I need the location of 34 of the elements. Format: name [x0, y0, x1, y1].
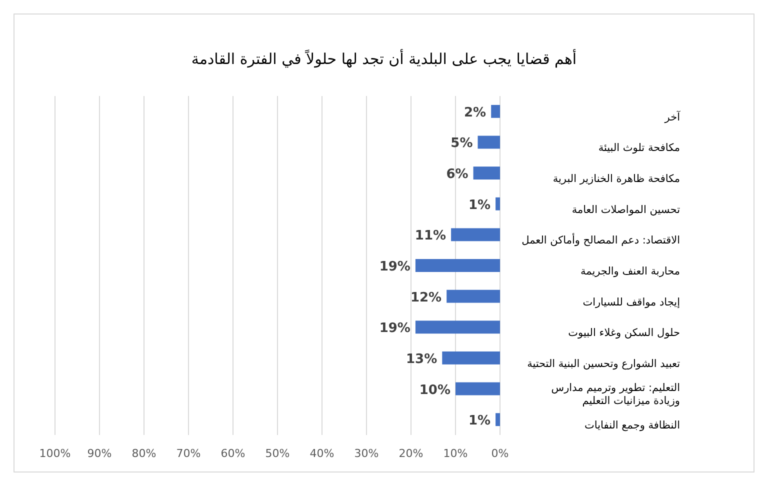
x-tick-label: 0%	[491, 447, 509, 460]
y-tick-label: تعبيد الشوارع وتحسين البنية التحتية	[527, 358, 680, 370]
data-label: 10%	[419, 382, 450, 398]
data-label: 1%	[468, 198, 491, 213]
y-tick-label: حلول السكن وغلاء البيوت	[568, 327, 680, 340]
data-label: 6%	[446, 167, 468, 182]
x-tick-label: 40%	[310, 447, 334, 460]
x-tick-label: 90%	[87, 447, 112, 460]
y-tick-label: النظافة وجمع النفايات	[584, 420, 680, 432]
x-tick-label: 80%	[132, 447, 156, 460]
y-tick-label: الاقتصاد: دعم المصالح وأماكن العمل	[522, 232, 680, 247]
y-tick-label: تحسين المواصلات العامة	[572, 204, 680, 216]
data-label: 5%	[450, 136, 473, 152]
data-label: 13%	[406, 352, 438, 367]
y-tick-label: إيجاد مواقف للسيارات	[582, 296, 680, 308]
data-label: 19%	[379, 321, 410, 336]
data-label: 11%	[414, 228, 446, 244]
x-tick-label: 20%	[398, 447, 424, 460]
title: أهم قضايا يجب على البلدية أن تجد لها حلولاً في الفترة القادمة	[191, 50, 577, 68]
x-tick-label: 30%	[354, 447, 379, 460]
x-tick-label: 100%	[39, 447, 71, 460]
y-tick-label: آخر	[664, 110, 682, 124]
data-label: 12%	[410, 290, 442, 306]
y-tick-label: محاربة العنف والجريمة	[580, 266, 680, 278]
data-label: 2%	[464, 105, 486, 120]
data-label: 1%	[468, 414, 491, 429]
data-label: 19%	[379, 260, 410, 274]
y-tick-label: مكافحة ظاهرة الخنازير البرية	[552, 173, 680, 186]
x-tick-label: 50%	[265, 447, 290, 460]
y-tick-label: التعليم: تطوير وترميم مدارس وزيادة ميزانيات التعليم	[551, 382, 680, 407]
y-tick-label: مكافحة تلوث البيئة	[598, 142, 680, 154]
x-tick-label: 70%	[176, 447, 201, 460]
x-tick-label: 60%	[220, 447, 246, 460]
x-tick-label: 10%	[443, 447, 468, 460]
